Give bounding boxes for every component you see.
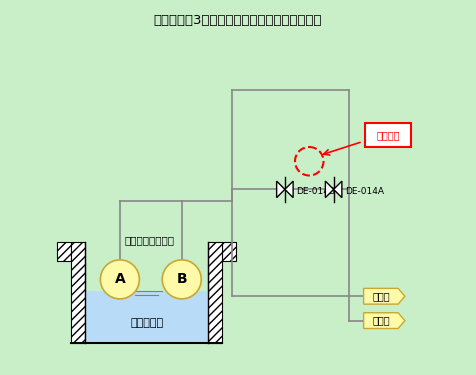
- Text: DE-014B: DE-014B: [296, 187, 335, 196]
- Polygon shape: [285, 181, 293, 198]
- Text: A: A: [115, 272, 125, 286]
- Text: 当該箇所: 当該箇所: [376, 130, 400, 140]
- Circle shape: [162, 260, 201, 299]
- Bar: [57, 242, 71, 261]
- Text: 湧水ピットポンプ: 湧水ピットポンプ: [125, 235, 175, 245]
- Text: 湧水ビット: 湧水ビット: [130, 318, 163, 328]
- Bar: [85, 291, 208, 343]
- Polygon shape: [364, 288, 405, 304]
- Bar: [208, 242, 222, 343]
- Circle shape: [100, 260, 139, 299]
- Text: 伊方発電所3号機　湧水ピット排水系統概略図: 伊方発電所3号機 湧水ピット排水系統概略図: [154, 14, 322, 27]
- Text: DE-014A: DE-014A: [345, 187, 384, 196]
- Polygon shape: [326, 181, 334, 198]
- Polygon shape: [334, 181, 342, 198]
- Polygon shape: [277, 181, 285, 198]
- Text: 海水管: 海水管: [372, 316, 390, 326]
- Polygon shape: [364, 313, 405, 328]
- FancyBboxPatch shape: [365, 123, 411, 147]
- Bar: [71, 242, 85, 343]
- Text: B: B: [177, 272, 187, 286]
- Text: 海水管: 海水管: [372, 291, 390, 301]
- Bar: [222, 242, 237, 261]
